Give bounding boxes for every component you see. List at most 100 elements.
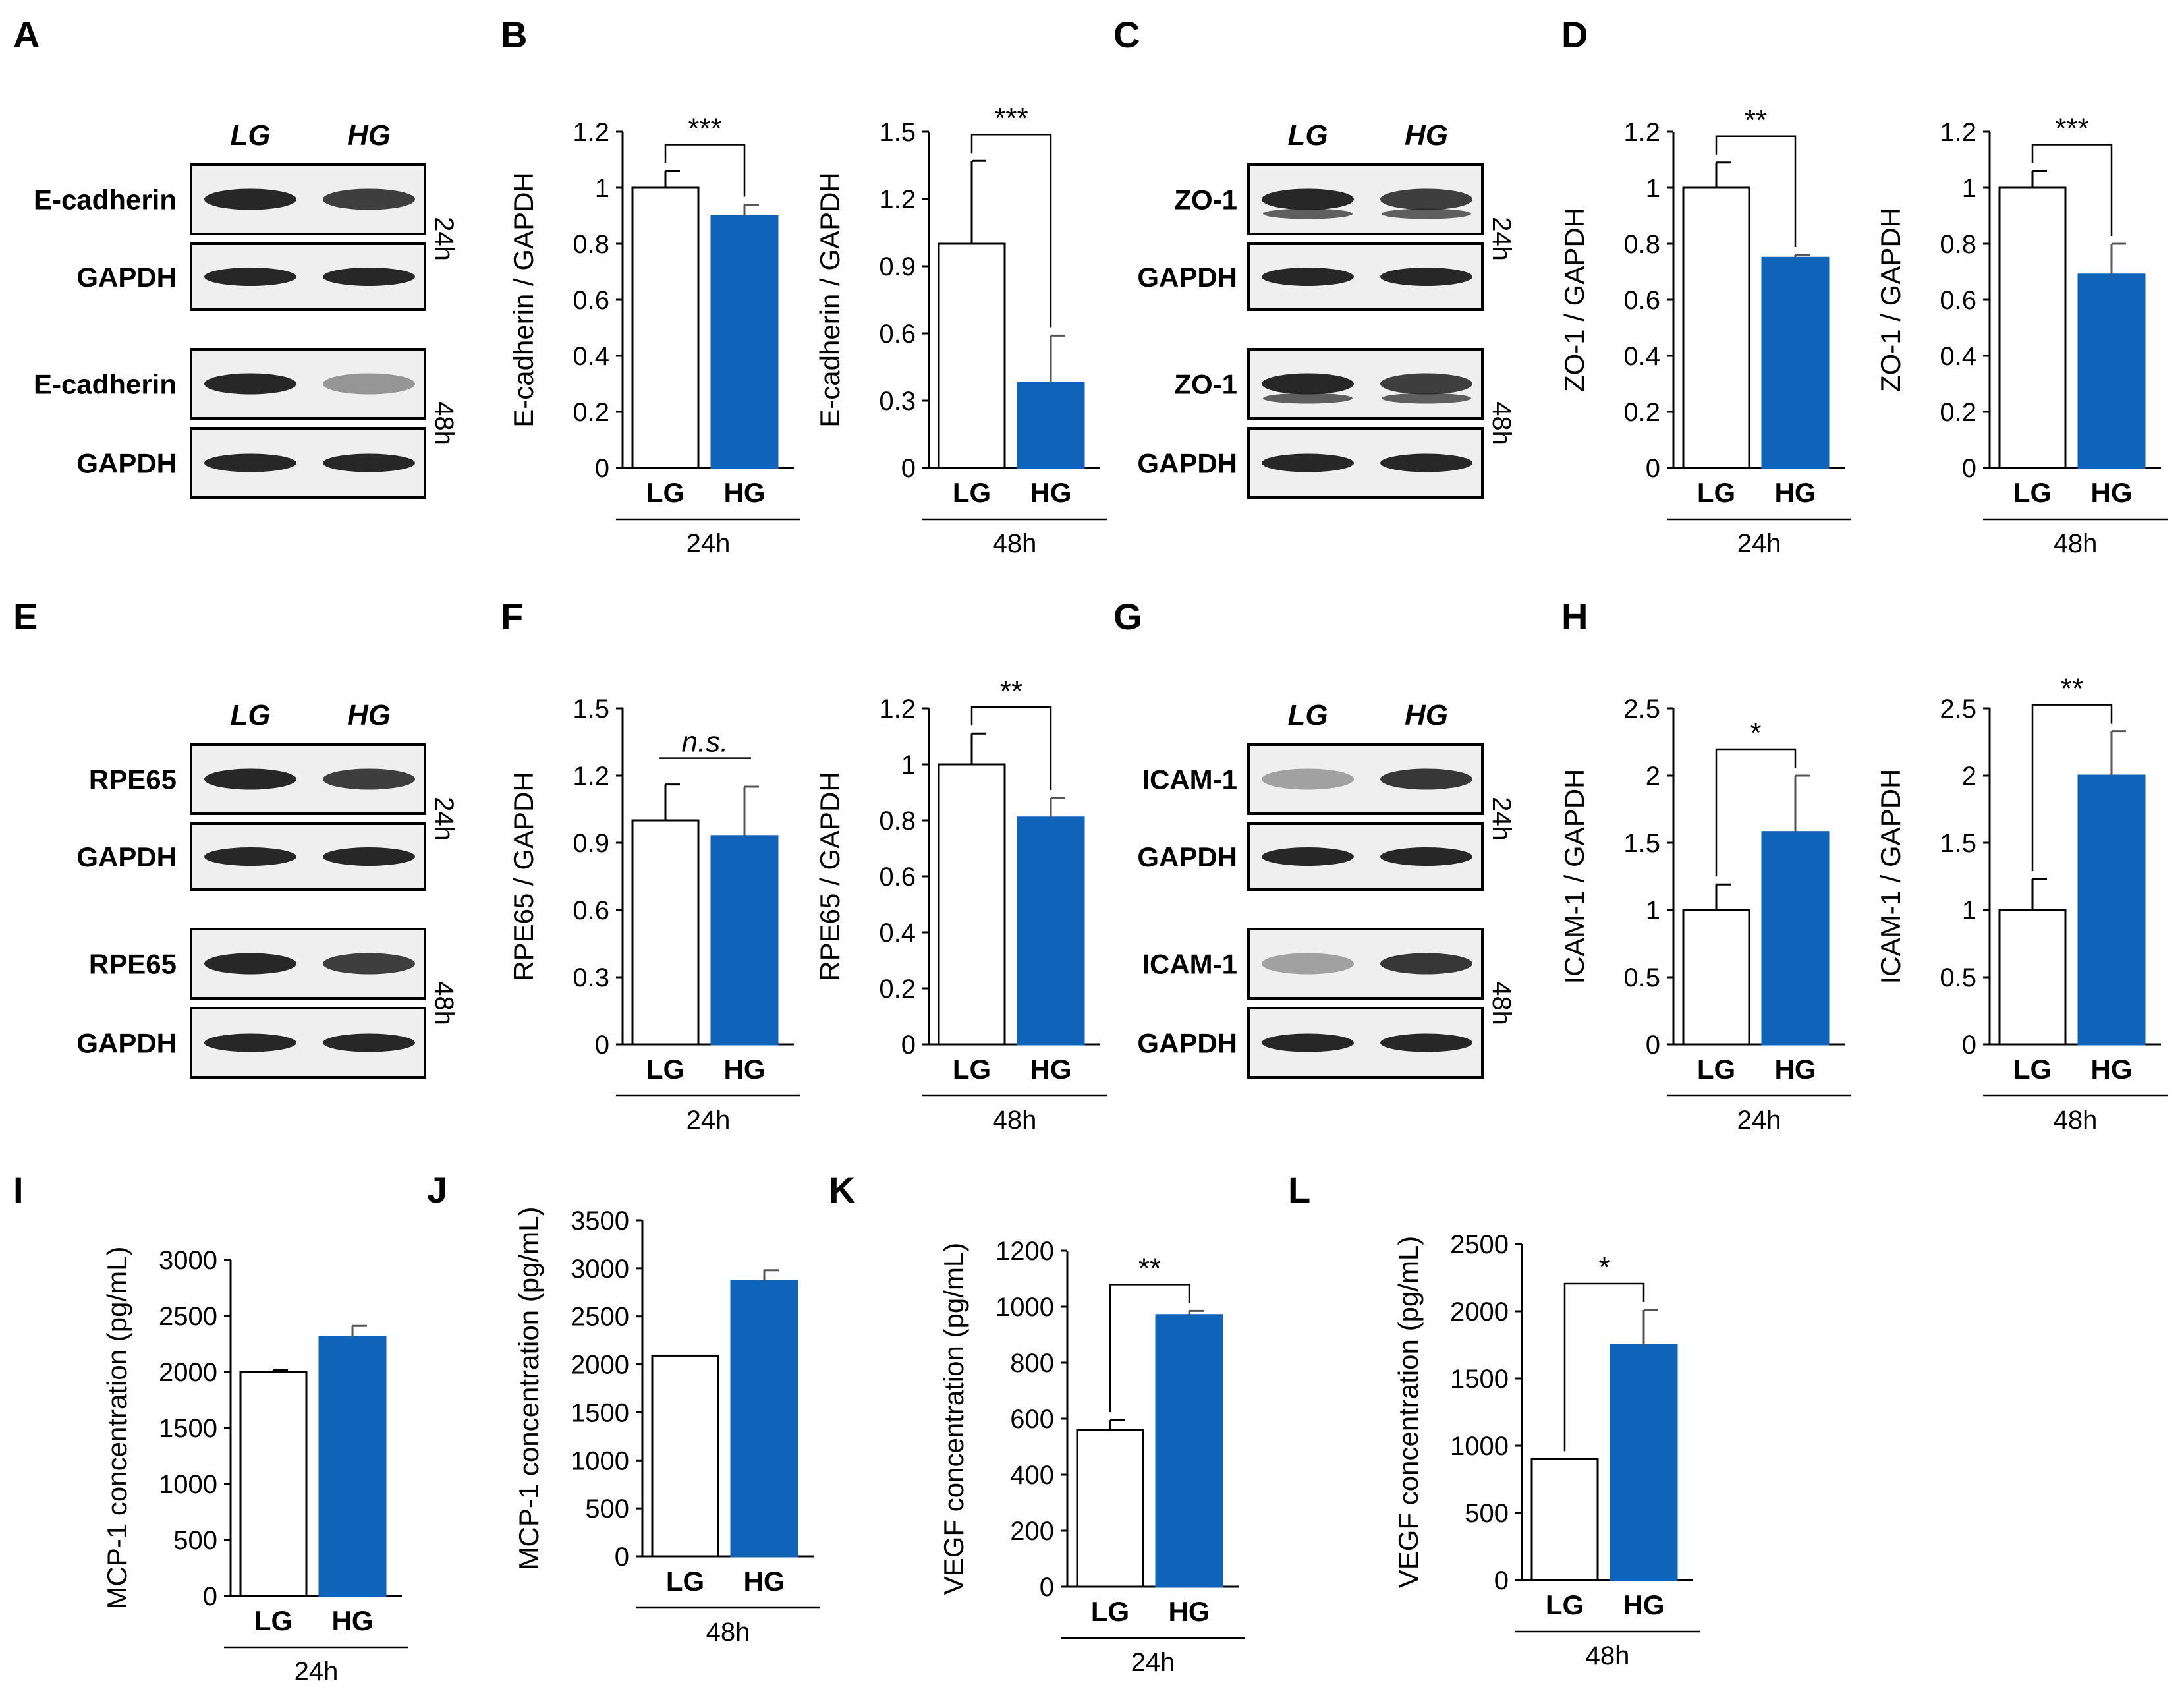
y-tick-label: 1 — [1962, 174, 1976, 203]
y-tick-label: 0 — [1040, 1573, 1054, 1602]
group-label: 48h — [2054, 529, 2098, 558]
bar-hg — [710, 835, 779, 1046]
significance-bracket — [664, 144, 746, 197]
blot-band — [204, 953, 296, 975]
y-tick-label: 0.9 — [879, 252, 916, 281]
y-tick-label: 0.4 — [1940, 342, 1976, 371]
significance-bracket — [1109, 1284, 1190, 1413]
group-label: 48h — [706, 1618, 750, 1647]
category-label: HG — [1169, 1596, 1210, 1627]
y-tick-label: 400 — [1010, 1461, 1054, 1490]
blot-panel-e: LG HG RPE65 24h GAPDH RPE65 48h GAPDH — [76, 699, 459, 1079]
blot-band — [1380, 847, 1472, 866]
y-axis-label: RPE65 / GAPDH — [814, 772, 845, 980]
blot-band — [1382, 208, 1471, 219]
blot-time-label: 24h — [1487, 217, 1516, 261]
panel-letter: E — [13, 596, 38, 637]
panel-letters: A B C D E F G H I J K L — [13, 14, 1588, 1210]
bar-lg — [631, 819, 700, 1046]
blot-time-label: 48h — [430, 981, 459, 1025]
group-label: 24h — [1737, 1106, 1781, 1135]
bar-lg — [938, 763, 1006, 1046]
y-tick-label: 0.6 — [573, 286, 609, 315]
y-tick-label: 1 — [1646, 896, 1660, 925]
y-axis-label: ZO-1 / GAPDH — [1559, 208, 1590, 392]
bar-lg — [631, 186, 700, 469]
y-tick-label: 3500 — [571, 1207, 629, 1235]
y-tick-label: 2.5 — [1623, 695, 1660, 724]
bar-lg — [1530, 1458, 1599, 1581]
y-tick-label: 0 — [1646, 454, 1660, 483]
y-tick-label: 1000 — [159, 1470, 217, 1499]
category-label: LG — [1091, 1596, 1129, 1627]
blot-row-label: GAPDH — [76, 1028, 177, 1059]
category-label: LG — [646, 477, 685, 508]
significance-label: n.s. — [682, 726, 729, 758]
category-label: HG — [332, 1605, 374, 1636]
bar-hg — [730, 1280, 798, 1558]
y-tick-label: 0.2 — [573, 398, 609, 427]
y-tick-label: 1.2 — [1940, 118, 1976, 147]
y-axis-label: ICAM-1 / GAPDH — [1559, 769, 1590, 984]
blot-band — [323, 373, 415, 395]
significance-label: * — [1598, 1251, 1610, 1284]
y-tick-label: 2.5 — [1940, 695, 1976, 724]
y-tick-label: 0.3 — [573, 963, 609, 992]
category-label: HG — [2091, 1054, 2133, 1085]
bar-lg — [938, 242, 1006, 469]
panel-letter: H — [1561, 596, 1588, 637]
blot-band — [1380, 1033, 1472, 1052]
y-axis-label: VEGF concentration (pg/mL) — [938, 1243, 969, 1595]
blot-row-label: GAPDH — [1137, 448, 1237, 479]
group-label: 24h — [294, 1657, 339, 1686]
blot-band — [1262, 453, 1354, 472]
category-label: LG — [1697, 1054, 1735, 1085]
y-tick-label: 0.8 — [573, 230, 609, 259]
category-label: LG — [666, 1566, 704, 1597]
category-label: HG — [1775, 1054, 1816, 1085]
significance-bracket — [1563, 1282, 1645, 1452]
panel-letter: J — [427, 1169, 447, 1210]
y-tick-label: 0.8 — [1940, 230, 1976, 259]
group-label: 48h — [2054, 1106, 2098, 1135]
y-tick-label: 0.4 — [1623, 342, 1660, 371]
blot-band — [1380, 188, 1472, 210]
panel-letter: C — [1113, 14, 1140, 55]
blot-band — [323, 847, 415, 866]
panel-letter: B — [501, 14, 527, 55]
bar-lg — [1682, 909, 1750, 1046]
y-axis-label: RPE65 / GAPDH — [508, 772, 539, 980]
y-tick-label: 2000 — [159, 1358, 217, 1387]
blot-condition-label: LG — [230, 119, 270, 152]
bar-hg — [710, 215, 779, 469]
bar-lg — [239, 1371, 308, 1597]
y-tick-label: 1500 — [1450, 1365, 1509, 1394]
y-tick-label: 0 — [1962, 1031, 1976, 1060]
blot-band — [1262, 768, 1354, 790]
y-tick-label: 1.5 — [879, 118, 916, 147]
significance-bracket — [2031, 144, 2113, 236]
chart-k-24h: 0 200 400 600 800 1000 1200 VEGF concentration … — [938, 1237, 1245, 1677]
y-tick-label: 1 — [595, 174, 609, 203]
y-tick-label: 1500 — [571, 1398, 629, 1427]
category-label: HG — [724, 1054, 766, 1085]
y-tick-label: 1 — [1962, 896, 1976, 925]
y-axis-label: ICAM-1 / GAPDH — [1875, 769, 1906, 984]
y-tick-label: 0.5 — [1940, 963, 1976, 992]
category-label: LG — [254, 1605, 293, 1636]
y-tick-label: 2500 — [571, 1303, 629, 1332]
y-tick-label: 0.6 — [573, 896, 609, 925]
y-tick-label: 0.2 — [1940, 398, 1976, 427]
group-label: 48h — [1586, 1641, 1630, 1670]
significance-bracket — [1715, 135, 1797, 247]
y-tick-label: 1 — [901, 751, 916, 780]
blot-row-label: ZO-1 — [1174, 185, 1237, 215]
category-label: LG — [953, 477, 991, 508]
y-tick-label: 1.5 — [1623, 829, 1660, 858]
blot-band — [1380, 768, 1472, 790]
y-tick-label: 0 — [901, 454, 916, 483]
blot-band — [1262, 373, 1354, 395]
bar-lg — [1998, 909, 2067, 1046]
y-tick-label: 1200 — [995, 1237, 1054, 1266]
